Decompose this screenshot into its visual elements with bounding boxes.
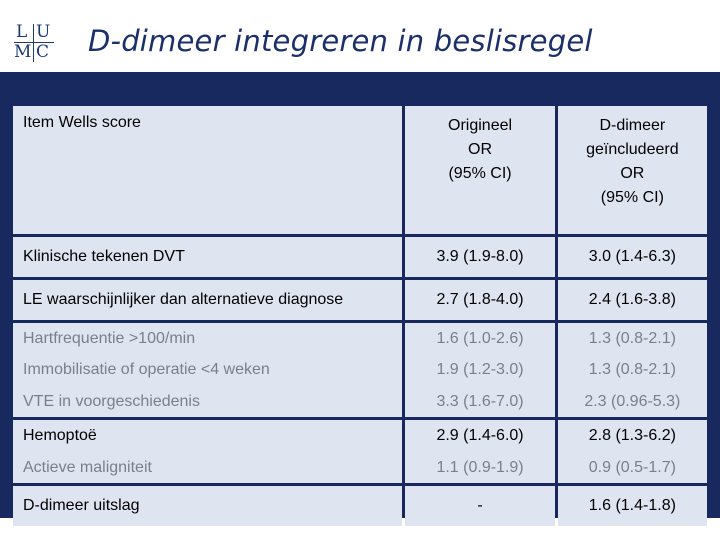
- row-original: 1.9 (1.2-3.0): [436, 361, 524, 379]
- table-row-group: Hemoptoë Actieve maligniteit 2.9 (1.4-6.…: [13, 420, 707, 483]
- header-item: Item Wells score: [13, 106, 403, 234]
- row-item: LE waarschijnlijker dan alternatieve dia…: [13, 280, 403, 320]
- header-ddimer-line-2: geïncludeerd: [586, 141, 679, 158]
- row-item: Actieve maligniteit: [23, 458, 152, 476]
- row-original: 1.1 (0.9-1.9): [436, 458, 524, 476]
- row-ddimer: 2.3 (0.96-5.3): [584, 392, 681, 410]
- logo-letter-u: U: [36, 22, 51, 42]
- logo-divider-h: [14, 42, 54, 43]
- logo-letter-c: C: [36, 42, 50, 62]
- row-item: Hartfrequentie >100/min: [23, 330, 196, 348]
- header-original-line-3: (95% CI): [448, 165, 512, 182]
- row-original: 3.3 (1.6-7.0): [436, 392, 524, 410]
- group-ddimer: 1.3 (0.8-2.1) 1.3 (0.8-2.1) 2.3 (0.96-5.…: [557, 323, 707, 417]
- row-item: VTE in voorgeschiedenis: [23, 392, 200, 410]
- table-header-row: Item Wells score Origineel OR (95% CI) D…: [13, 106, 707, 234]
- logo-letter-l: L: [16, 22, 28, 42]
- header-ddimer-or: D-dimeer geïncludeerd OR (95% CI): [557, 106, 707, 234]
- group-ddimer: 2.8 (1.3-6.2) 0.9 (0.5-1.7): [557, 420, 707, 483]
- group-items: Hartfrequentie >100/min Immobilisatie of…: [13, 323, 403, 417]
- group-original: 2.9 (1.4-6.0) 1.1 (0.9-1.9): [405, 420, 555, 483]
- row-ddimer: 2.8 (1.3-6.2): [588, 427, 676, 445]
- header-ddimer-line-1: D-dimeer: [599, 117, 666, 134]
- row-original: 3.9 (1.9-8.0): [405, 237, 555, 277]
- slide-title: D-dimeer integreren in beslisregel: [88, 24, 593, 58]
- group-original: 1.6 (1.0-2.6) 1.9 (1.2-3.0) 3.3 (1.6-7.0…: [405, 323, 555, 417]
- logo-divider-v: [33, 24, 34, 62]
- row-ddimer: 3.0 (1.4-6.3): [557, 237, 707, 277]
- row-item: Immobilisatie of operatie <4 weken: [23, 361, 270, 379]
- row-item: Klinische tekenen DVT: [13, 237, 403, 277]
- row-original: 2.7 (1.8-4.0): [405, 280, 555, 320]
- row-ddimer: 1.3 (0.8-2.1): [588, 330, 676, 348]
- row-original: 2.9 (1.4-6.0): [436, 427, 524, 445]
- row-item: Hemoptoë: [23, 427, 97, 445]
- table-row: D-dimeer uitslag - 1.6 (1.4-1.8): [13, 486, 707, 526]
- logo-letter-m: M: [14, 42, 32, 62]
- header-original-or: Origineel OR (95% CI): [405, 106, 555, 234]
- title-bar: [0, 72, 720, 100]
- header-ddimer-line-4: (95% CI): [600, 189, 664, 206]
- table-row-group: Hartfrequentie >100/min Immobilisatie of…: [13, 323, 707, 417]
- header-ddimer-line-3: OR: [620, 165, 645, 182]
- row-ddimer: 0.9 (0.5-1.7): [588, 458, 676, 476]
- row-ddimer: 1.3 (0.8-2.1): [588, 361, 676, 379]
- row-ddimer: 2.4 (1.6-3.8): [557, 280, 707, 320]
- group-items: Hemoptoë Actieve maligniteit: [13, 420, 403, 483]
- wells-score-table: Item Wells score Origineel OR (95% CI) D…: [10, 103, 710, 529]
- header-original-line-1: Origineel: [448, 117, 513, 134]
- row-item: D-dimeer uitslag: [13, 486, 403, 526]
- row-original: 1.6 (1.0-2.6): [436, 330, 524, 348]
- table-row: LE waarschijnlijker dan alternatieve dia…: [13, 280, 707, 320]
- header-original-line-2: OR: [468, 141, 493, 158]
- lumc-logo: L U M C: [14, 24, 58, 64]
- row-original: -: [405, 486, 555, 526]
- table-row: Klinische tekenen DVT 3.9 (1.9-8.0) 3.0 …: [13, 237, 707, 277]
- row-ddimer: 1.6 (1.4-1.8): [557, 486, 707, 526]
